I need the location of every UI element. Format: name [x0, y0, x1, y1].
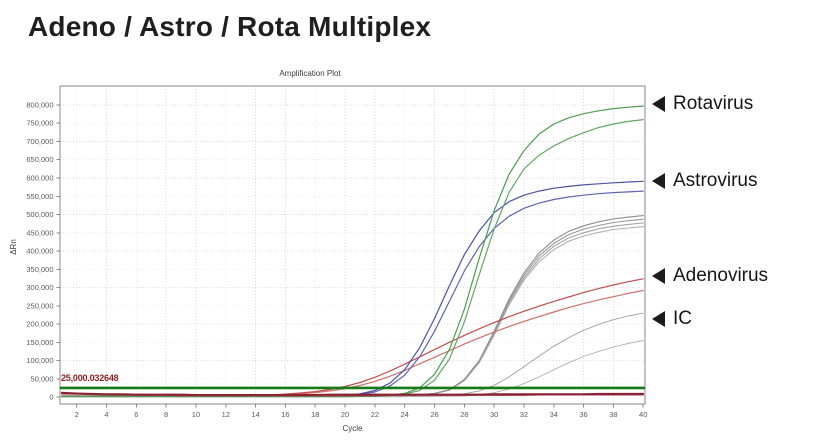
series-ic-1: [61, 215, 644, 398]
curve-annotation-adenovirus: Adenovirus: [652, 265, 768, 287]
x-tick-label: 32: [520, 410, 528, 419]
series-rotavirus-1: [61, 105, 644, 397]
y-tick-label: 250,000: [26, 301, 53, 310]
y-tick-label: 650,000: [26, 155, 53, 164]
series-astrovirus-1: [61, 180, 644, 397]
y-tick-label: 350,000: [26, 265, 53, 274]
annotation-label: Rotavirus: [673, 92, 754, 114]
x-tick-label: 24: [401, 410, 409, 419]
y-tick-label: 500,000: [26, 210, 53, 219]
y-tick-label: 400,000: [26, 247, 53, 256]
x-tick-label: 34: [550, 410, 558, 419]
x-axis-label: Cycle: [342, 424, 363, 433]
x-tick-label: 4: [104, 410, 108, 419]
annotation-label: Adenovirus: [673, 264, 769, 286]
x-tick-label: 18: [311, 410, 319, 419]
x-tick-label: 40: [639, 410, 647, 419]
curve-annotation-astrovirus: Astrovirus: [652, 170, 757, 192]
x-tick-label: 16: [281, 410, 289, 419]
y-tick-label: 0: [49, 393, 53, 402]
x-tick-label: 6: [134, 410, 138, 419]
x-tick-label: 26: [430, 410, 438, 419]
annotation-label: IC: [673, 308, 692, 330]
series-rotavirus-2: [61, 119, 644, 397]
y-tick-label: 100,000: [26, 356, 53, 365]
y-tick-label: 800,000: [26, 100, 53, 109]
plot-border: [59, 85, 646, 405]
y-tick-label: 450,000: [26, 228, 53, 237]
x-tick-label: 8: [164, 410, 168, 419]
threshold-label: 25,000.032648: [61, 373, 119, 383]
y-tick-label: 50,000: [31, 374, 54, 383]
series-baseline-negative-1: [60, 391, 645, 396]
curve-annotation-ic: IC: [652, 308, 692, 330]
annotation-label: Astrovirus: [673, 169, 758, 191]
y-tick-label: 700,000: [26, 137, 53, 146]
x-tick-label: 38: [609, 410, 617, 419]
y-tick-label: 550,000: [26, 192, 53, 201]
y-axis-label: ΔRn: [9, 239, 18, 255]
page-title: Adeno / Astro / Rota Multiplex: [28, 11, 432, 42]
x-tick-label: 22: [371, 410, 379, 419]
x-tick-label: 30: [490, 410, 498, 419]
series-astrovirus-2: [61, 190, 644, 397]
y-tick-label: 750,000: [26, 119, 53, 128]
x-tick-label: 20: [341, 410, 349, 419]
x-tick-label: 10: [192, 410, 200, 419]
curve-annotation-rotavirus: Rotavirus: [652, 93, 753, 115]
left-arrow-icon: [652, 267, 665, 284]
y-tick-label: 200,000: [26, 320, 53, 329]
left-arrow-icon: [652, 95, 665, 112]
left-arrow-icon: [652, 172, 665, 189]
x-tick-label: 2: [75, 410, 79, 419]
y-tick-label: 600,000: [26, 174, 53, 183]
left-arrow-icon: [652, 311, 665, 328]
x-tick-label: 14: [251, 410, 259, 419]
series-adenovirus-1: [61, 278, 644, 397]
series-ic-2: [61, 218, 644, 398]
series-adenovirus-2: [61, 289, 644, 397]
x-tick-label: 28: [460, 410, 468, 419]
x-tick-label: 36: [579, 410, 587, 419]
plot-title: Amplification Plot: [279, 69, 341, 78]
y-tick-label: 150,000: [26, 338, 53, 347]
x-tick-label: 12: [222, 410, 230, 419]
y-tick-label: 300,000: [26, 283, 53, 292]
